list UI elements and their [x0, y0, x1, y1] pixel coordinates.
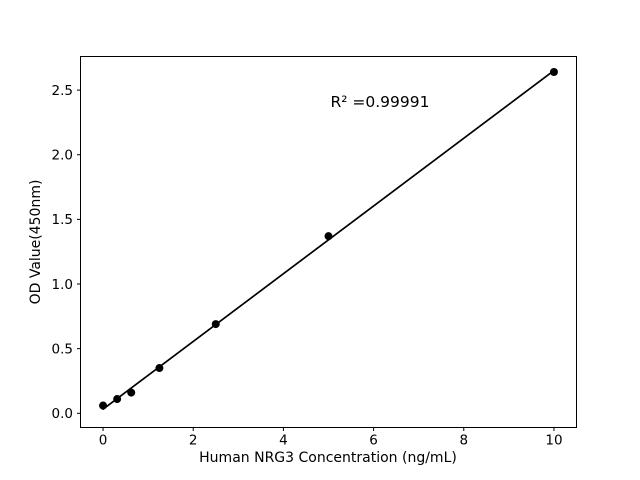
r-squared-annotation: R² =0.99991 — [331, 93, 430, 111]
data-point — [155, 364, 164, 373]
data-point — [127, 388, 136, 397]
data-point — [99, 401, 108, 410]
x-tick-label: 10 — [545, 433, 562, 449]
y-tick-label: 2.0 — [52, 148, 73, 164]
plot-border — [80, 56, 577, 428]
axis-ticks: 0 2 4 6 8 10 0.0 0.5 1.0 1.5 2.0 2.5 — [52, 83, 563, 449]
x-tick-label: 0 — [99, 433, 108, 449]
y-tick-label: 1.5 — [52, 212, 73, 228]
y-tick-label: 1.0 — [52, 277, 73, 293]
data-point — [113, 395, 122, 404]
data-point — [549, 68, 558, 77]
x-tick-label: 6 — [369, 433, 378, 449]
y-axis-label: OD Value(450nm) — [28, 180, 44, 305]
x-axis-label: Human NRG3 Concentration (ng/mL) — [199, 450, 457, 466]
data-series — [99, 68, 558, 411]
x-tick-label: 4 — [279, 433, 288, 449]
x-tick-label: 8 — [459, 433, 468, 449]
y-tick-label: 0.5 — [52, 341, 73, 357]
y-tick-label: 0.0 — [52, 406, 73, 422]
x-tick-label: 2 — [189, 433, 198, 449]
y-tick-label: 2.5 — [52, 83, 73, 99]
data-point — [211, 320, 220, 329]
data-point — [324, 232, 333, 241]
